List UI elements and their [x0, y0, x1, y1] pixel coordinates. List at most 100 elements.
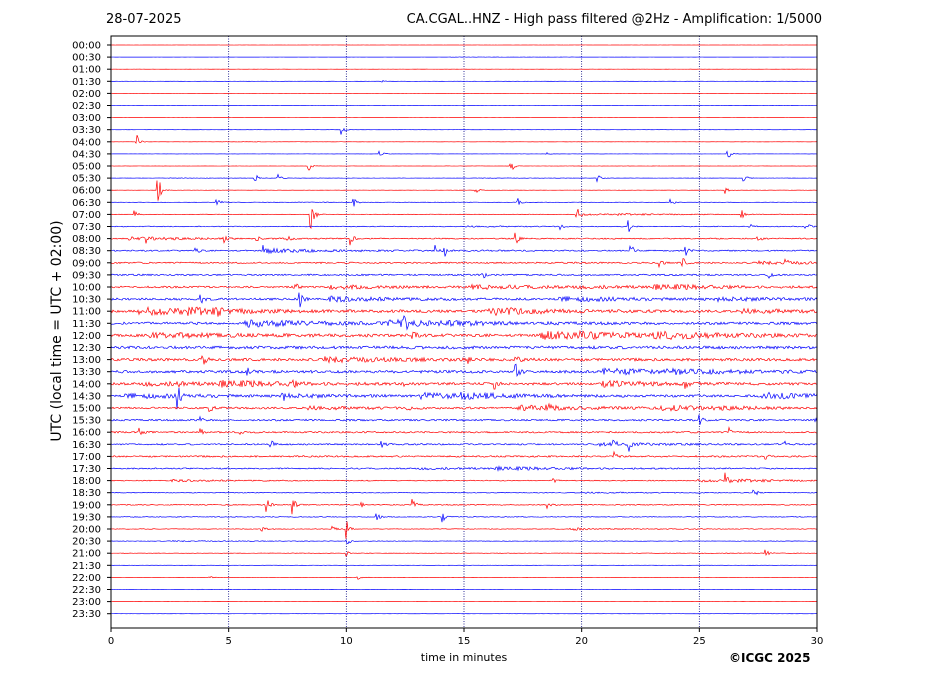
chart-title: CA.CGAL..HNZ - High pass filtered @2Hz -…: [406, 12, 822, 27]
y-tick-label-13:00: 13:00: [72, 355, 101, 366]
y-tick-label-05:30: 05:30: [72, 174, 101, 185]
y-tick-label-21:00: 21:00: [72, 549, 101, 560]
trace-19:30: [110, 513, 818, 523]
trace-14:00: [110, 379, 818, 390]
trace-12:00: [110, 329, 818, 341]
y-tick-label-06:00: 06:00: [72, 186, 101, 197]
trace-06:30: [110, 198, 818, 207]
trace-layer: [110, 44, 818, 615]
x-tick-label-0: 0: [108, 636, 114, 647]
y-tick-label-13:30: 13:30: [72, 367, 101, 378]
trace-22:00: [110, 576, 818, 580]
y-tick-label-23:30: 23:30: [72, 609, 101, 620]
trace-16:00: [110, 426, 818, 436]
trace-13:30: [110, 363, 818, 377]
trace-18:00: [110, 472, 818, 484]
y-tick-label-20:00: 20:00: [72, 525, 101, 536]
y-tick-label-18:00: 18:00: [72, 476, 101, 487]
y-tick-label-07:00: 07:00: [72, 210, 101, 221]
y-tick-label-14:30: 14:30: [72, 391, 101, 402]
trace-10:30: [110, 292, 818, 308]
trace-15:00: [110, 402, 818, 413]
trace-15:30: [110, 414, 818, 425]
y-tick-label-00:30: 00:30: [72, 53, 101, 64]
trace-14:30: [110, 387, 818, 410]
trace-20:30: [110, 539, 818, 545]
y-tick-label-06:30: 06:30: [72, 198, 101, 209]
y-tick-label-10:00: 10:00: [72, 283, 101, 294]
trace-20:00: [110, 521, 818, 539]
trace-07:30: [110, 220, 818, 232]
x-tick-label-30: 30: [811, 636, 824, 647]
x-tick-label-15: 15: [458, 636, 471, 647]
y-tick-label-23:00: 23:00: [72, 597, 101, 608]
y-tick-label-07:30: 07:30: [72, 222, 101, 233]
y-tick-label-10:30: 10:30: [72, 295, 101, 306]
y-tick-label-19:30: 19:30: [72, 512, 101, 523]
y-axis-label: UTC (local time = UTC + 02:00): [49, 220, 65, 442]
trace-05:30: [110, 173, 818, 183]
trace-13:00: [110, 355, 818, 365]
y-tick-label-14:00: 14:00: [72, 379, 101, 390]
trace-17:30: [110, 465, 818, 472]
y-tick-label-08:00: 08:00: [72, 234, 101, 245]
y-tick-label-22:30: 22:30: [72, 585, 101, 596]
trace-18:30: [110, 489, 818, 496]
trace-08:30: [110, 244, 818, 257]
x-tick-label-5: 5: [225, 636, 231, 647]
trace-04:30: [110, 150, 818, 158]
trace-09:00: [110, 258, 818, 269]
trace-19:00: [110, 498, 818, 515]
trace-03:30: [110, 127, 818, 135]
axis-layer: 00:0000:3001:0001:3002:0002:3003:0003:30…: [72, 35, 824, 647]
trace-11:30: [110, 315, 818, 331]
x-tick-label-20: 20: [575, 636, 588, 647]
y-tick-label-04:30: 04:30: [72, 149, 101, 160]
trace-08:00: [110, 232, 818, 246]
y-tick-label-19:00: 19:00: [72, 500, 101, 511]
y-tick-label-01:00: 01:00: [72, 65, 101, 76]
y-tick-label-03:00: 03:00: [72, 113, 101, 124]
x-axis-label: time in minutes: [420, 651, 508, 664]
y-tick-label-09:30: 09:30: [72, 270, 101, 281]
y-tick-label-02:00: 02:00: [72, 89, 101, 100]
y-tick-label-16:30: 16:30: [72, 440, 101, 451]
y-tick-label-11:30: 11:30: [72, 319, 101, 330]
trace-05:00: [110, 163, 818, 171]
trace-07:00: [110, 209, 818, 229]
y-tick-label-20:30: 20:30: [72, 537, 101, 548]
trace-06:00: [110, 180, 818, 201]
y-tick-label-12:30: 12:30: [72, 343, 101, 354]
y-tick-label-22:00: 22:00: [72, 573, 101, 584]
trace-12:30: [110, 345, 818, 350]
y-tick-label-11:00: 11:00: [72, 307, 101, 318]
y-tick-label-21:30: 21:30: [72, 561, 101, 572]
trace-10:00: [110, 283, 818, 291]
y-tick-label-02:30: 02:30: [72, 101, 101, 112]
y-tick-label-00:00: 00:00: [72, 41, 101, 52]
trace-17:00: [110, 450, 818, 460]
y-tick-label-01:30: 01:30: [72, 77, 101, 88]
date-label: 28-07-2025: [106, 12, 182, 27]
trace-16:30: [110, 439, 818, 452]
trace-09:30: [110, 272, 818, 279]
y-tick-label-04:00: 04:00: [72, 137, 101, 148]
y-tick-label-03:30: 03:30: [72, 125, 101, 136]
trace-04:00: [110, 135, 818, 145]
x-tick-label-25: 25: [693, 636, 706, 647]
y-tick-label-12:00: 12:00: [72, 331, 101, 342]
y-tick-label-08:30: 08:30: [72, 246, 101, 257]
y-tick-label-18:30: 18:30: [72, 488, 101, 499]
trace-11:00: [110, 305, 818, 317]
y-tick-label-17:30: 17:30: [72, 464, 101, 475]
trace-21:00: [110, 549, 818, 557]
grid-layer: [228, 36, 700, 628]
y-tick-label-15:00: 15:00: [72, 404, 101, 415]
y-tick-label-09:00: 09:00: [72, 258, 101, 269]
x-tick-label-10: 10: [340, 636, 353, 647]
trace-01:30: [110, 80, 818, 83]
y-tick-label-16:00: 16:00: [72, 428, 101, 439]
y-tick-label-15:30: 15:30: [72, 416, 101, 427]
copyright-label: ©ICGC 2025: [729, 651, 811, 665]
